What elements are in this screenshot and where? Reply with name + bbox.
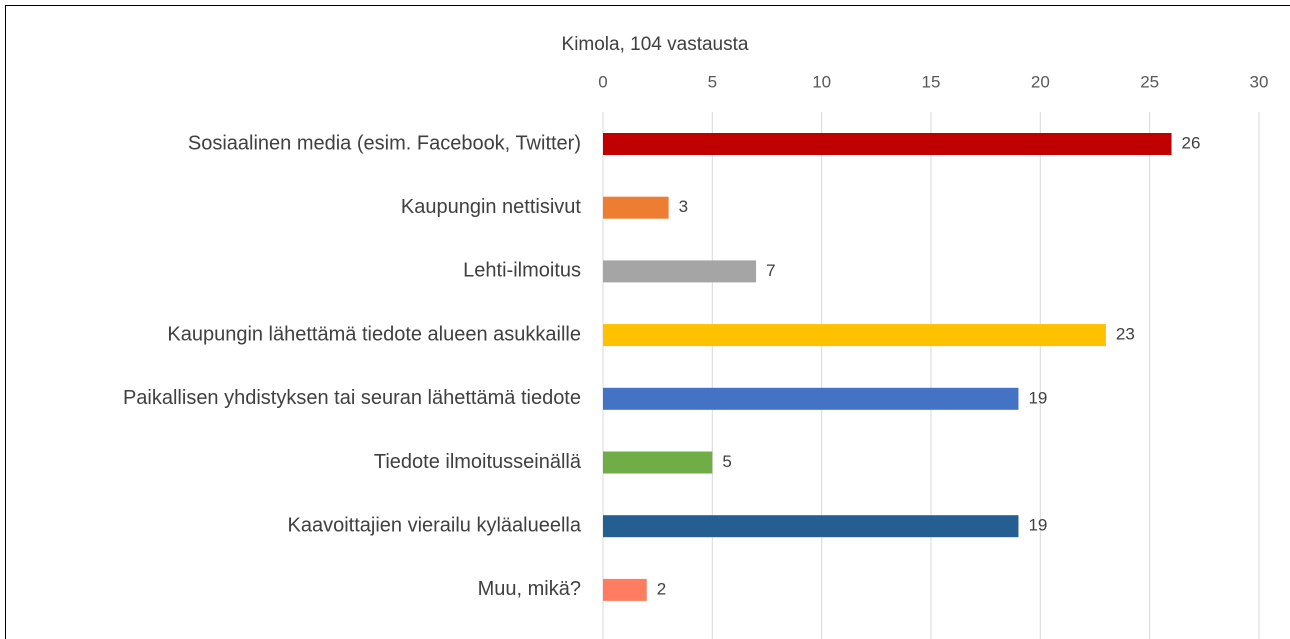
x-tick-label: 20 bbox=[1031, 72, 1050, 91]
bar bbox=[603, 515, 1019, 538]
bar bbox=[603, 387, 1019, 410]
bar bbox=[603, 451, 713, 474]
x-tick-label: 30 bbox=[1250, 72, 1269, 91]
bar bbox=[603, 324, 1106, 347]
data-label: 2 bbox=[657, 579, 666, 598]
y-tick-label: Tiedote ilmoitusseinällä bbox=[374, 451, 582, 473]
y-tick-label: Paikallisen yhdistyksen tai seuran lähet… bbox=[123, 387, 581, 409]
y-tick-label: Lehti-ilmoitus bbox=[463, 260, 581, 282]
y-tick-label: Kaupungin nettisivut bbox=[401, 196, 582, 218]
y-tick-label: Kaavoittajien vierailu kyläalueella bbox=[287, 514, 581, 536]
y-tick-label: Muu, mikä? bbox=[478, 578, 581, 600]
data-label: 23 bbox=[1116, 325, 1135, 344]
x-tick-label: 15 bbox=[922, 72, 941, 91]
x-tick-label: 0 bbox=[598, 72, 607, 91]
data-label: 26 bbox=[1182, 133, 1201, 152]
x-tick-label: 5 bbox=[708, 72, 717, 91]
data-label: 3 bbox=[679, 197, 688, 216]
data-label: 5 bbox=[722, 452, 731, 471]
bar bbox=[603, 196, 669, 219]
data-label: 19 bbox=[1028, 516, 1047, 535]
x-tick-label: 25 bbox=[1140, 72, 1159, 91]
y-tick-label: Kaupungin lähettämä tiedote alueen asukk… bbox=[167, 323, 581, 345]
chart-title: Kimola, 104 vastausta bbox=[562, 34, 749, 55]
chart-border bbox=[5, 5, 1290, 639]
x-tick-label: 10 bbox=[812, 72, 831, 91]
data-label: 19 bbox=[1028, 388, 1047, 407]
data-label: 7 bbox=[766, 261, 775, 280]
bar bbox=[603, 133, 1172, 155]
y-tick-label: Sosiaalinen media (esim. Facebook, Twitt… bbox=[188, 132, 581, 154]
bar bbox=[603, 578, 647, 601]
bar bbox=[603, 260, 757, 283]
